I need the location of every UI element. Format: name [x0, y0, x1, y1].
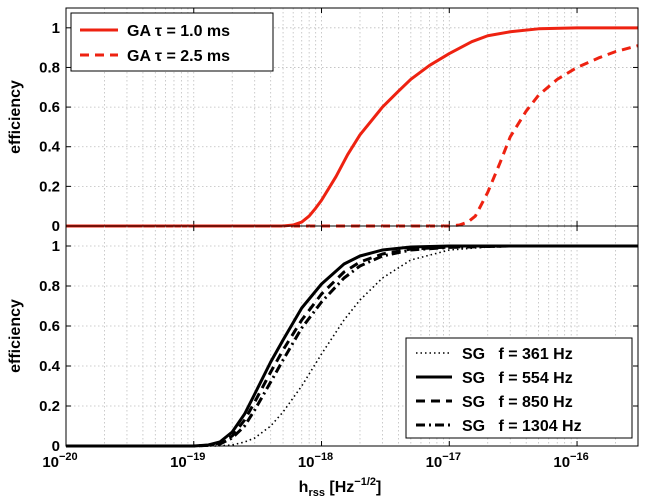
ytick-label-bottom-4: 0.8 — [39, 278, 60, 295]
ytick-label-top-2: 0.4 — [39, 139, 61, 156]
panel-bottom: 0 0.2 0.4 0.6 0.8 1 efficiency — [7, 225, 639, 455]
legend-top-label-0: GA τ = 1.0 ms — [127, 23, 230, 40]
xtick-label-3: 10−17 — [426, 451, 461, 471]
series-line-top-0 — [66, 26, 638, 228]
legend-bottom: SG f = 361 Hz SG f = 554 Hz SG f = 850 Hz S… — [405, 337, 633, 439]
xlabel: hrss [Hz−1/2] — [299, 476, 382, 499]
legend-bottom-box — [405, 337, 633, 439]
series-line-top-1 — [66, 44, 639, 228]
plot-frame-bottom — [65, 225, 639, 447]
legend-bottom-label-0: SG f = 361 Hz — [462, 346, 573, 363]
ytick-label-bottom-0: 0 — [52, 438, 60, 455]
ytick-label-bottom-3: 0.6 — [39, 318, 60, 335]
legend-bottom-label-1: SG f = 554 Hz — [462, 370, 573, 387]
series-line-bottom-3 — [66, 244, 638, 448]
ytick-label-top-5: 1 — [52, 20, 60, 37]
panel-top: 0 0.2 0.4 0.6 0.8 1 efficiency — [7, 7, 639, 235]
ytick-label-top-0: 0 — [52, 218, 60, 235]
legend-top-label-1: GA τ = 2.5 ms — [127, 48, 230, 65]
legend-top-box — [70, 12, 274, 72]
legend-top: GA τ = 1.0 ms GA τ = 2.5 ms — [70, 12, 274, 72]
xtick-label-0: 10−20 — [42, 451, 77, 471]
xtick-label-4: 10−16 — [553, 451, 588, 471]
ylabel-bottom: efficiency — [7, 299, 24, 373]
ytick-label-bottom-5: 1 — [52, 238, 60, 255]
legend-bottom-label-3: SG f = 1304 Hz — [462, 418, 582, 435]
ytick-label-top-1: 0.2 — [39, 178, 60, 195]
ytick-label-top-3: 0.6 — [39, 99, 60, 116]
legend-bottom-label-2: SG f = 850 Hz — [462, 394, 573, 411]
xtick-label-1: 10−19 — [170, 451, 205, 471]
ytick-label-bottom-2: 0.4 — [39, 358, 61, 375]
ytick-label-bottom-1: 0.2 — [39, 398, 60, 415]
series-line-bottom-0 — [66, 245, 638, 447]
xtick-label-2: 10−18 — [298, 451, 333, 471]
ytick-label-top-4: 0.8 — [39, 59, 60, 76]
ylabel-top: efficiency — [7, 80, 24, 154]
